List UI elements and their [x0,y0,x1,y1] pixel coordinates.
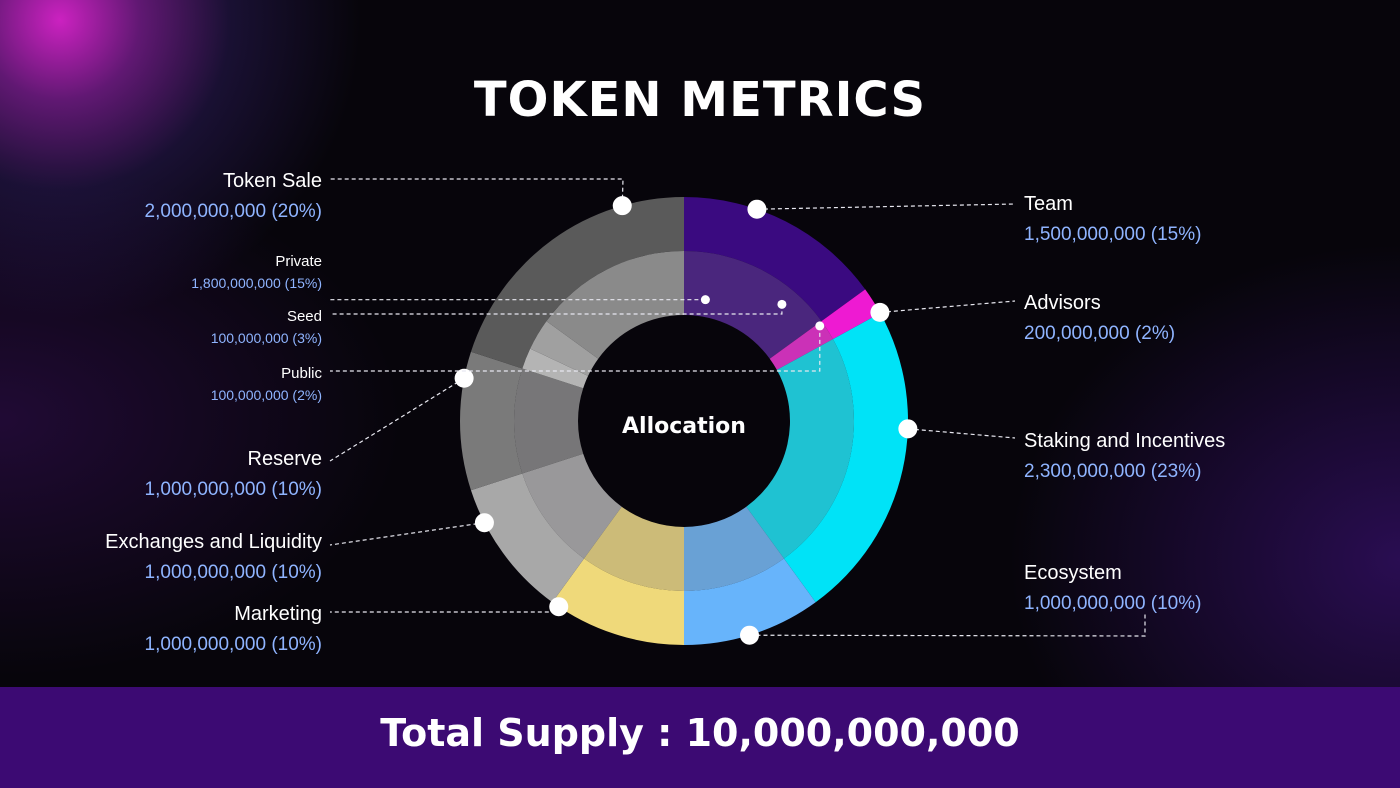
marker-advisors [870,302,890,322]
value-marketing: 1,000,000,000 (10%) [145,634,322,655]
marker-team [747,199,767,219]
inner-slice-advisors [769,321,833,370]
label-exchanges-and-liquidity: Exchanges and Liquidity [105,531,322,553]
label-advisors: Advisors [1024,292,1101,314]
center-label: Allocation [622,414,746,439]
marker-ecosystem [739,625,759,645]
slice-staking-and-incentives [783,313,909,603]
slice-marketing [552,558,684,645]
value-staking-and-incentives: 2,300,000,000 (23%) [1024,461,1201,482]
inner-slice-marketing [584,506,684,591]
marker-private [700,295,710,305]
footer-bar: Total Supply : 10,000,000,000 [0,687,1400,788]
label-staking-and-incentives: Staking and Incentives [1024,430,1225,452]
value-advisors: 200,000,000 (2%) [1024,323,1175,344]
slice-reserve [460,351,523,491]
marker-token-sale [612,196,632,216]
value-private: 1,800,000,000 (15%) [191,275,322,291]
marker-marketing [549,597,569,617]
leader-line-advisors [879,300,1016,314]
value-seed: 100,000,000 (3%) [211,330,322,346]
inner-slice-tint-advisors [769,321,833,370]
leader-line-staking-and-incentives [907,428,1016,439]
leader-line-team [756,203,1016,210]
inner-slice-tint-ecosystem [684,506,784,591]
inner-slice-tint-reserve [513,368,584,474]
value-exchanges-and-liquidity: 1,000,000,000 (10%) [145,562,322,583]
label-ecosystem: Ecosystem [1024,562,1122,584]
page-title: TOKEN METRICS [473,72,927,128]
label-seed: Seed [287,308,322,325]
slice-advisors [821,289,881,340]
value-reserve: 1,000,000,000 (10%) [145,479,322,500]
label-marketing: Marketing [234,603,322,625]
leader-line-reserve [329,377,465,462]
value-ecosystem: 1,000,000,000 (10%) [1024,593,1201,614]
inner-slice-public [522,348,589,389]
inner-slice-ecosystem [684,506,784,591]
label-public: Public [281,365,322,382]
inner-slice-private [546,251,684,359]
slice-ecosystem [684,558,816,645]
total-supply-text: Total Supply : 10,000,000,000 [380,711,1020,755]
value-token-sale: 2,000,000,000 (20%) [145,201,322,222]
label-private: Private [275,253,322,270]
inner-slice-tint-staking-and-incentives [746,339,854,559]
inner-slice-staking-and-incentives [746,339,854,559]
marker-reserve [454,368,474,388]
leader-line-public [330,325,821,372]
value-public: 100,000,000 (2%) [211,387,322,403]
marker-exchanges-and-liquidity [474,513,494,533]
marker-seed [777,299,787,309]
leader-line-token-sale [330,178,624,206]
inner-slice-reserve [513,368,584,474]
label-reserve: Reserve [248,448,322,470]
inner-slice-team [684,251,822,359]
inner-slice-tint-team [684,251,822,359]
leader-line-ecosystem [749,612,1146,637]
slice-exchanges-and-liquidity [470,473,585,603]
marker-public [815,321,825,331]
value-team: 1,500,000,000 (15%) [1024,224,1201,245]
leader-line-marketing [330,606,565,613]
inner-slice-tint-exchanges-and-liquidity [522,453,622,559]
inner-slice-exchanges-and-liquidity [522,453,622,559]
slice-team [684,197,866,322]
marker-staking-and-incentives [898,419,918,439]
slice-token-sale [470,197,684,369]
inner-slice-seed [530,321,599,376]
label-team: Team [1024,193,1073,215]
inner-slice-tint-marketing [584,506,684,591]
leader-line-exchanges-and-liquidity [329,522,485,546]
label-token-sale: Token Sale [223,170,322,192]
